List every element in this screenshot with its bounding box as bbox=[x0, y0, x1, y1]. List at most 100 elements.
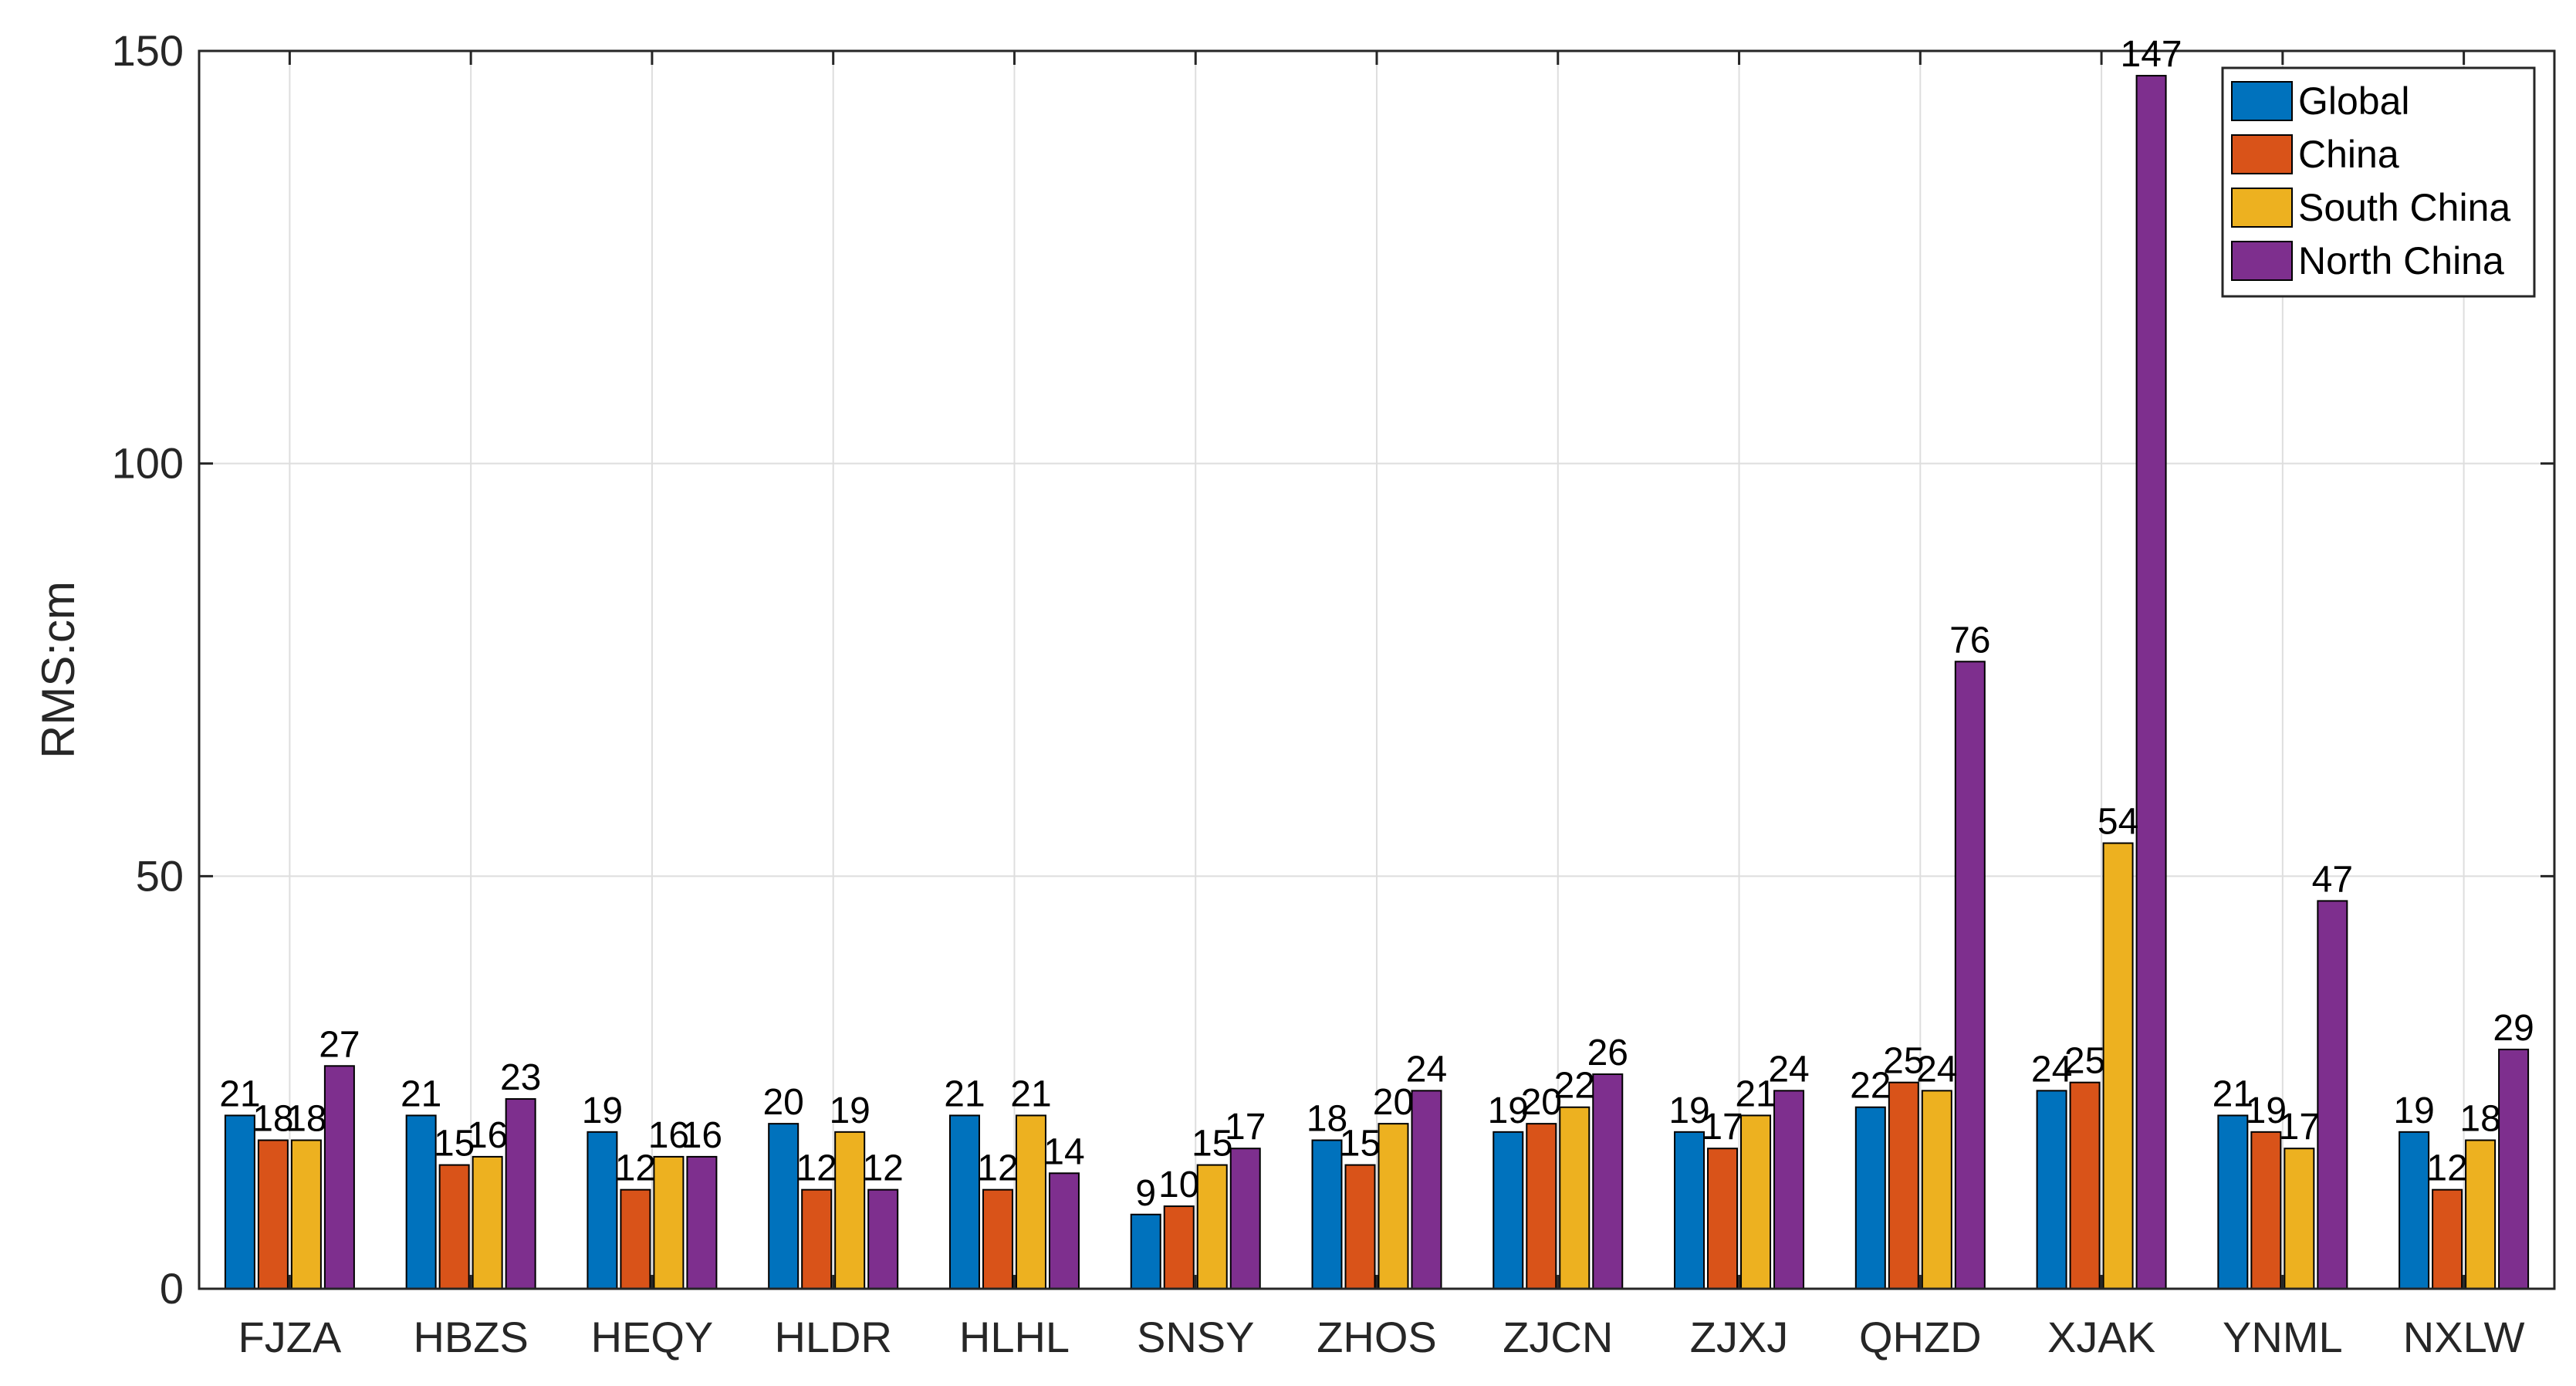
bar-global bbox=[2036, 1090, 2067, 1290]
bar-south-china bbox=[1378, 1123, 1409, 1290]
data-label: 22 bbox=[1850, 1066, 1891, 1107]
bar-china bbox=[2250, 1131, 2282, 1290]
bar-china bbox=[1707, 1148, 1739, 1290]
data-label: 20 bbox=[1373, 1082, 1414, 1123]
bar-north-china bbox=[2135, 75, 2167, 1290]
data-label: 16 bbox=[681, 1115, 722, 1156]
x-tick-label: HEQY bbox=[591, 1313, 714, 1361]
bar-south-china bbox=[2465, 1139, 2497, 1290]
y-tick-label: 50 bbox=[136, 851, 184, 900]
y-tick-label: 150 bbox=[112, 26, 184, 75]
data-label: 10 bbox=[1158, 1165, 1199, 1205]
data-label: 18 bbox=[2459, 1099, 2500, 1140]
data-label: 12 bbox=[615, 1148, 656, 1189]
grid bbox=[199, 50, 2554, 1290]
data-label: 17 bbox=[1702, 1107, 1743, 1148]
data-label: 15 bbox=[434, 1124, 475, 1165]
data-label: 19 bbox=[2393, 1090, 2434, 1131]
data-label: 12 bbox=[977, 1148, 1018, 1189]
data-label: 24 bbox=[1768, 1049, 1809, 1090]
x-tick-label: HLDR bbox=[774, 1313, 891, 1361]
bar-china bbox=[1888, 1081, 1919, 1290]
bar-china bbox=[801, 1188, 833, 1290]
data-label: 20 bbox=[762, 1082, 803, 1123]
bar-south-china bbox=[834, 1131, 866, 1290]
bar-china bbox=[1344, 1164, 1376, 1290]
bar-global bbox=[587, 1131, 618, 1290]
bar-south-china bbox=[2284, 1148, 2315, 1290]
x-tick-label: YNML bbox=[2223, 1313, 2343, 1361]
data-label: 19 bbox=[1488, 1090, 1529, 1131]
bar-north-china bbox=[686, 1155, 718, 1290]
bars bbox=[224, 75, 2530, 1290]
bar-global bbox=[405, 1114, 437, 1290]
bar-china bbox=[1526, 1123, 1557, 1290]
data-label: 12 bbox=[862, 1148, 903, 1189]
data-label: 21 bbox=[401, 1073, 441, 1114]
data-label: 24 bbox=[2031, 1049, 2072, 1090]
x-tick-label: NXLW bbox=[2403, 1313, 2525, 1361]
data-label: 19 bbox=[2246, 1090, 2287, 1131]
legend-swatch bbox=[2231, 241, 2293, 281]
data-label: 21 bbox=[2213, 1073, 2253, 1114]
data-label: 18 bbox=[286, 1099, 326, 1140]
x-tick-label: HBZS bbox=[413, 1313, 528, 1361]
data-label: 19 bbox=[582, 1090, 623, 1131]
bar-global bbox=[2217, 1114, 2249, 1290]
x-tick-label: QHZD bbox=[1859, 1313, 1982, 1361]
x-tick-label: FJZA bbox=[238, 1313, 342, 1361]
data-label: 18 bbox=[252, 1099, 293, 1140]
x-tick-label: ZJCN bbox=[1503, 1313, 1613, 1361]
y-axis-label: RMS:cm bbox=[32, 581, 84, 759]
bar-north-china bbox=[1229, 1148, 1261, 1290]
data-label: 19 bbox=[1668, 1090, 1709, 1131]
bar-global bbox=[1130, 1213, 1161, 1290]
bar-global bbox=[768, 1123, 800, 1290]
legend-label: South China bbox=[2298, 186, 2510, 229]
data-label: 21 bbox=[944, 1073, 985, 1114]
bar-south-china bbox=[1921, 1090, 1952, 1290]
bar-china bbox=[1163, 1205, 1195, 1290]
bar-south-china bbox=[1740, 1114, 1772, 1290]
bar-north-china bbox=[1592, 1073, 1624, 1290]
bar-north-china bbox=[323, 1065, 355, 1290]
data-label: 29 bbox=[2493, 1008, 2534, 1049]
bar-south-china bbox=[472, 1155, 503, 1290]
data-label: 21 bbox=[1010, 1073, 1051, 1114]
x-tick-label: ZJXJ bbox=[1690, 1313, 1789, 1361]
data-label: 25 bbox=[1883, 1041, 1924, 1082]
bar-north-china bbox=[867, 1188, 899, 1290]
bar-china bbox=[438, 1164, 470, 1290]
data-label: 15 bbox=[1340, 1124, 1381, 1165]
legend-label: China bbox=[2298, 133, 2399, 176]
data-label: 12 bbox=[796, 1148, 837, 1189]
bar-south-china bbox=[290, 1139, 322, 1290]
legend-label: Global bbox=[2298, 79, 2410, 123]
data-label: 27 bbox=[319, 1024, 360, 1065]
legend-swatch bbox=[2231, 188, 2293, 228]
bar-china bbox=[982, 1188, 1013, 1290]
bar-north-china bbox=[1954, 661, 1986, 1290]
data-label: 47 bbox=[2312, 859, 2353, 900]
bar-north-china bbox=[1411, 1090, 1442, 1290]
bar-south-china bbox=[653, 1155, 685, 1290]
data-label: 19 bbox=[829, 1090, 870, 1131]
data-label: 21 bbox=[219, 1073, 260, 1114]
bar-global bbox=[1854, 1106, 1886, 1290]
x-tick-label: HLHL bbox=[959, 1313, 1070, 1361]
data-label: 17 bbox=[2279, 1107, 2320, 1148]
bar-global bbox=[224, 1114, 255, 1290]
x-tick-label: ZHOS bbox=[1317, 1313, 1437, 1361]
bar-north-china bbox=[1048, 1172, 1080, 1290]
bar-china bbox=[620, 1188, 651, 1290]
data-label: 147 bbox=[2121, 34, 2182, 75]
data-label: 9 bbox=[1135, 1173, 1156, 1214]
data-label: 76 bbox=[1949, 620, 1990, 661]
bar-global bbox=[2399, 1131, 2430, 1290]
data-label: 26 bbox=[1587, 1033, 1628, 1073]
bar-global bbox=[1311, 1139, 1343, 1290]
data-label: 25 bbox=[2064, 1041, 2105, 1082]
bar-south-china bbox=[2102, 842, 2134, 1290]
y-tick-label: 0 bbox=[160, 1264, 184, 1313]
